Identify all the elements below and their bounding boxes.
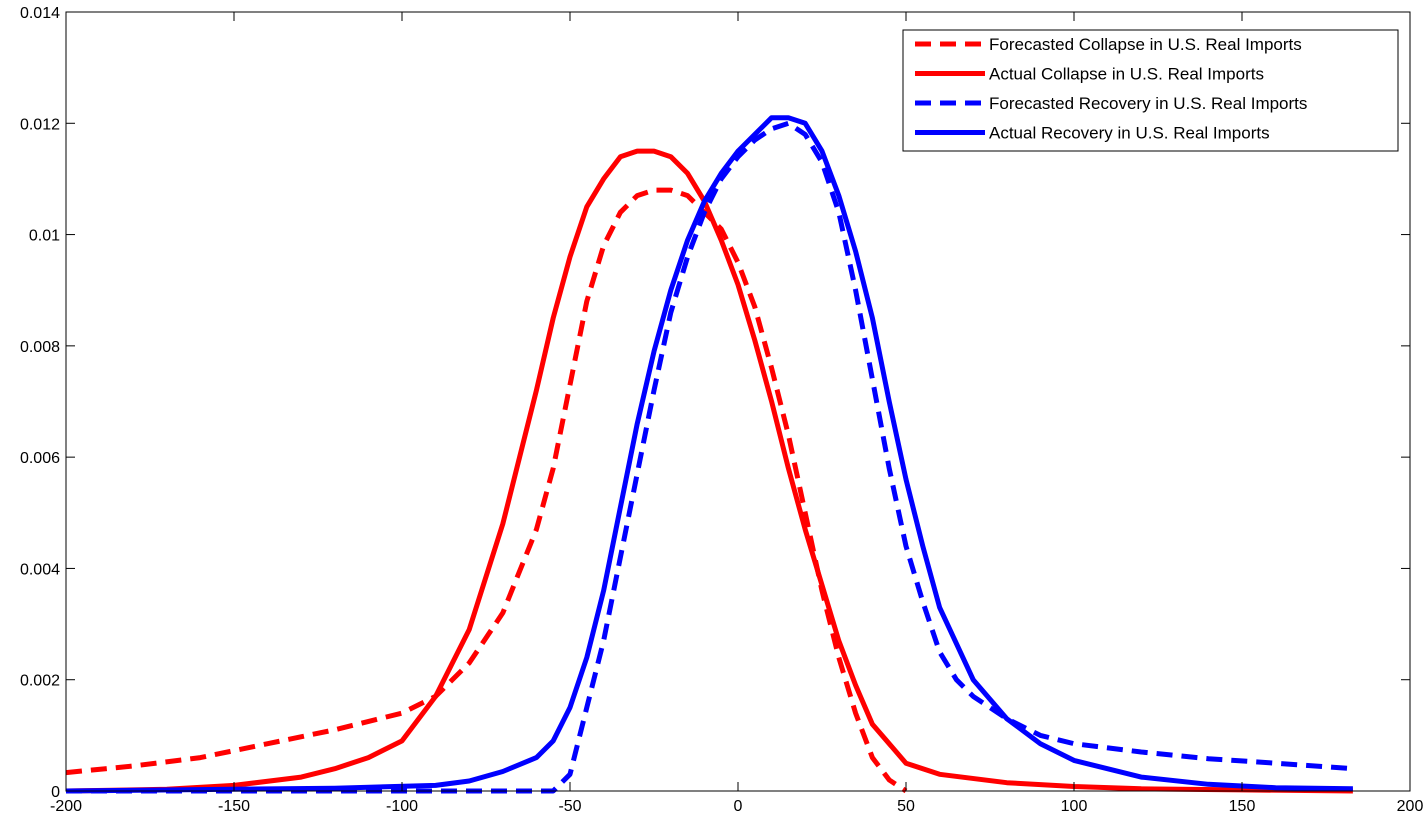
legend: Forecasted Collapse in U.S. Real Imports… (902, 29, 1399, 152)
y-tick-label: 0.002 (20, 673, 60, 690)
x-tick-label: 0 (734, 798, 743, 815)
x-tick-label: -100 (386, 798, 418, 815)
y-tick-label: 0.014 (20, 5, 60, 22)
axis-ticks: -200 -150 -100 -50 0 50 100 150 200 0 0.002 0.004 0.… (20, 5, 1423, 815)
x-tick-label: 150 (1229, 798, 1256, 815)
x-tick-label: -150 (218, 798, 250, 815)
series-line-0 (65, 187, 908, 794)
y-tick-label: 0.004 (20, 561, 60, 578)
y-tick-label: 0.008 (20, 339, 60, 356)
x-tick-label: 200 (1397, 798, 1424, 815)
legend-label: Actual Recovery in U.S. Real Imports (989, 124, 1270, 143)
y-tick-label: 0.01 (29, 228, 60, 245)
legend-box (902, 29, 1399, 152)
x-tick-label: -50 (558, 798, 581, 815)
legend-label: Actual Collapse in U.S. Real Imports (989, 65, 1264, 84)
series-line-1 (65, 148, 1353, 794)
series-layer (65, 115, 1354, 794)
y-tick-label: 0.012 (20, 116, 60, 133)
legend-label: Forecasted Recovery in U.S. Real Imports (989, 94, 1307, 113)
legend-label: Forecasted Collapse in U.S. Real Imports (989, 35, 1302, 54)
y-tick-label: 0.006 (20, 450, 60, 467)
x-tick-label: 50 (897, 798, 915, 815)
series-line-3 (65, 115, 1353, 794)
y-tick-label: 0 (51, 784, 60, 801)
x-tick-label: 100 (1061, 798, 1088, 815)
x-tick-label: -200 (50, 798, 82, 815)
